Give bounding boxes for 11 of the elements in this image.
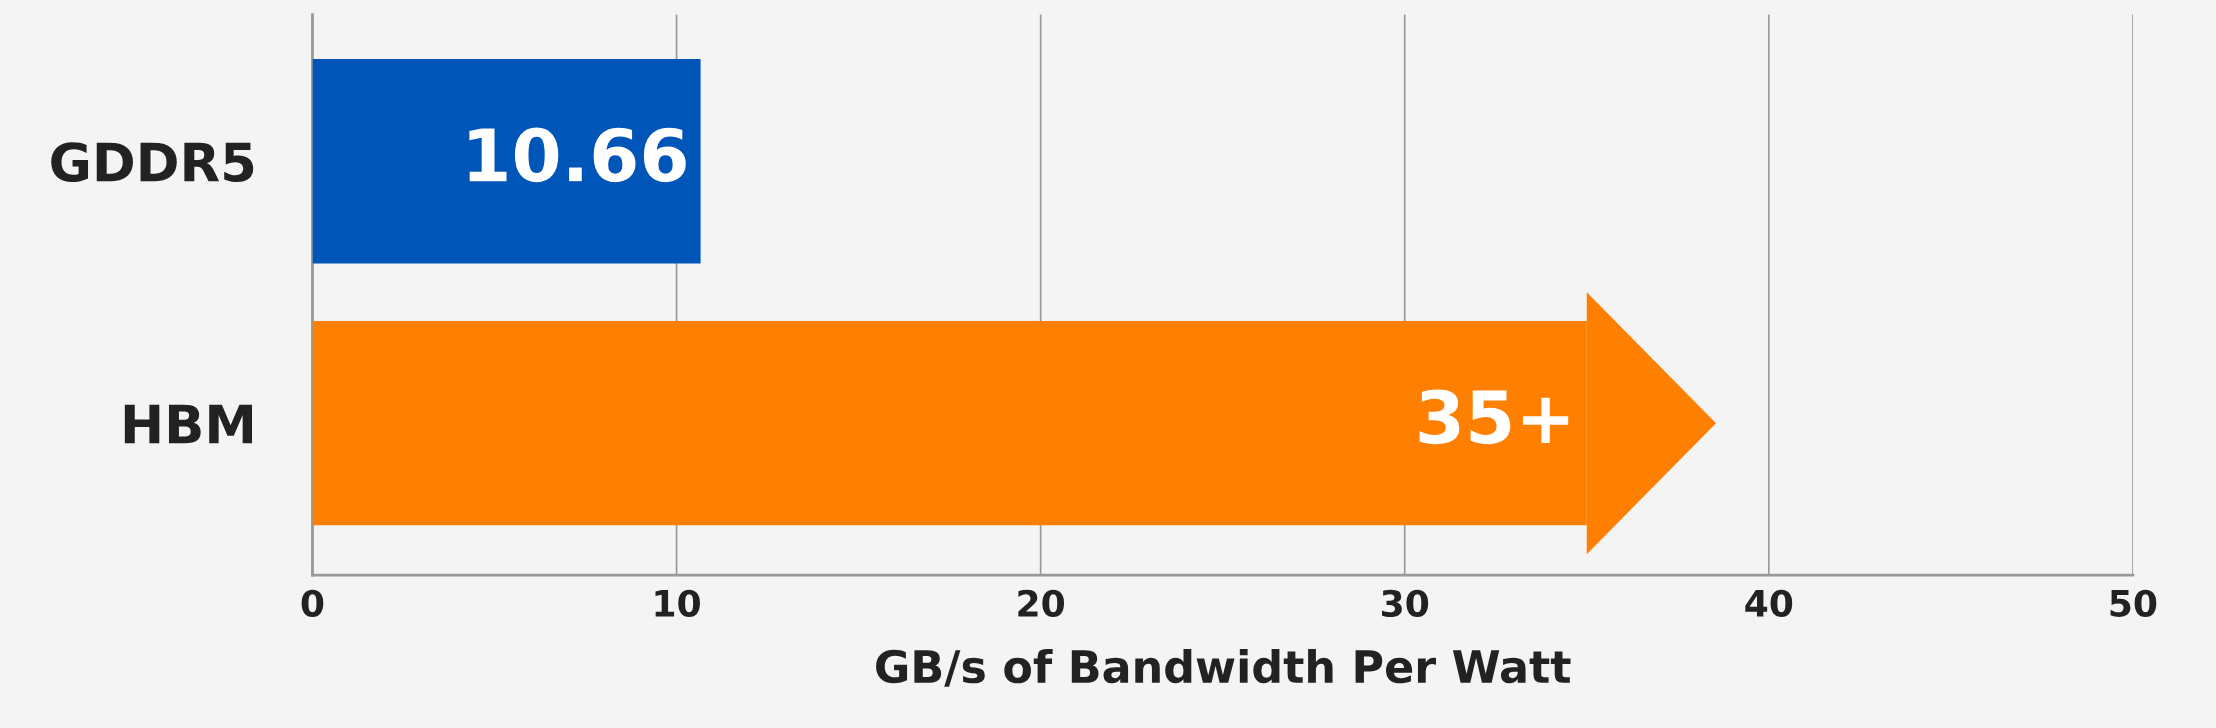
y-tick-label: HBM	[124, 404, 253, 444]
data-label: 35+	[1419, 389, 1569, 445]
x-tick-label: 40	[1745, 589, 1793, 617]
data-label: 10.66	[469, 127, 686, 183]
x-axis-title: GB/s of Bandwidth Per Watt	[876, 648, 1571, 687]
x-tick-label: 50	[2110, 589, 2157, 617]
x-tick-label: 30	[1382, 589, 1429, 617]
x-tick-label: 0	[301, 589, 324, 617]
y-tick-label: GDDR5	[51, 142, 254, 183]
x-tick-label: 10	[655, 589, 700, 617]
x-tick-label: 20	[1018, 589, 1065, 617]
